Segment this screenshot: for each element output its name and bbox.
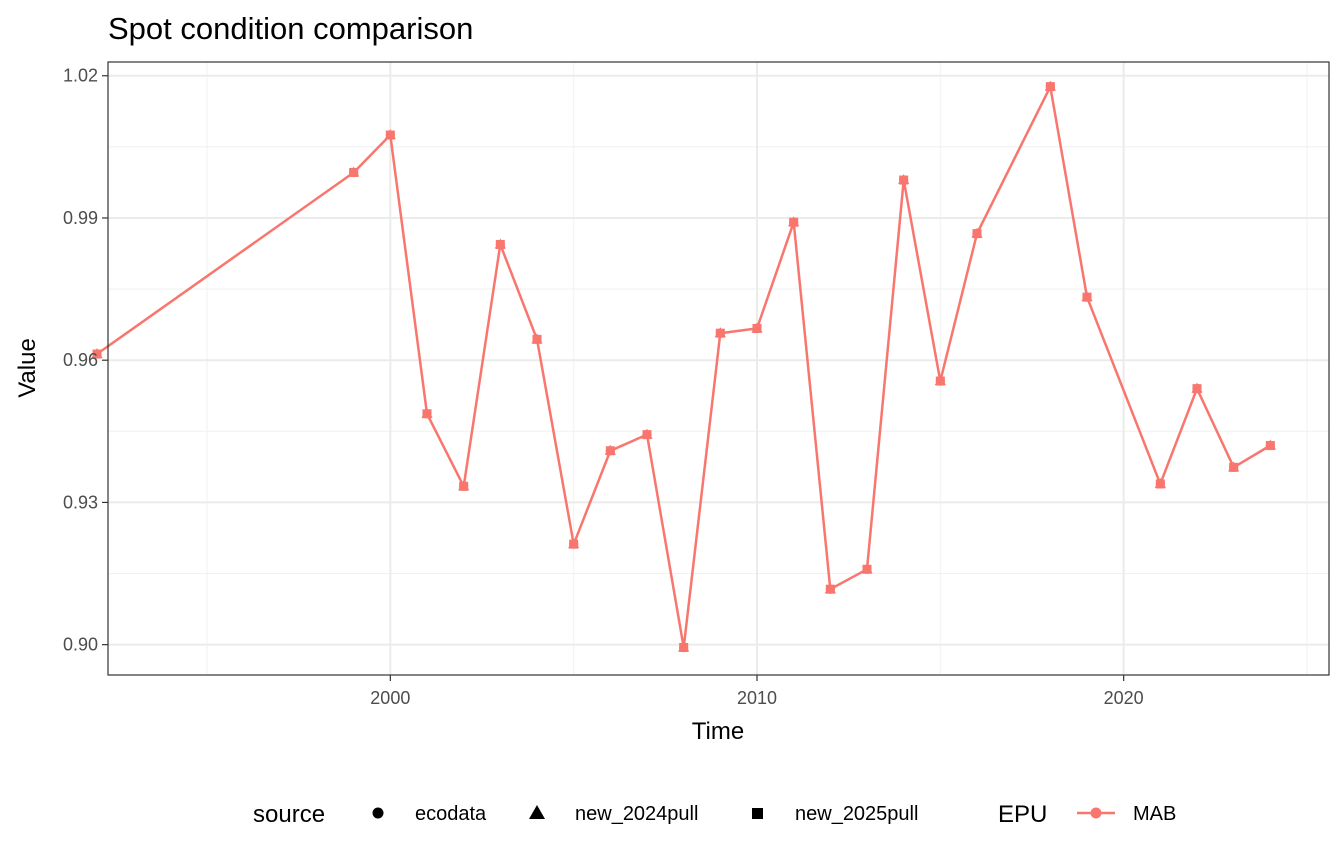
y-axis-title: Value [14,338,41,398]
data-point-new-2025pull [789,217,799,227]
data-point-new-2025pull [715,328,725,338]
data-point-new-2025pull [422,409,432,419]
y-tick-label: 0.99 [63,208,98,228]
data-point-new-2025pull [1082,292,1092,302]
x-axis-title: Time [692,718,744,745]
legend-circle-icon [372,807,384,819]
data-point-new-2025pull [1229,462,1239,472]
data-point-new-2025pull [825,584,835,594]
data-point-new-2025pull [532,334,542,344]
y-axis: 0.90 0.93 0.96 0.99 1.02 [63,66,108,655]
data-point-new-2025pull [642,430,652,440]
data-point-new-2025pull [935,376,945,386]
legend-label-mab: MAB [1133,803,1176,825]
series-layer [91,80,1276,653]
data-point-new-2025pull [495,240,505,250]
legend-label-new-2025pull: new_2025pull [795,803,918,825]
panel-border [107,61,1330,676]
data-point-new-2025pull [972,229,982,239]
legend-epu-title: EPU [998,801,1047,828]
data-point-new-2025pull [862,564,872,574]
data-point-new-2025pull [92,349,102,359]
chart-title: Spot condition comparison [108,11,473,46]
data-point-new-2025pull [1045,82,1055,92]
data-point-new-2025pull [569,539,579,549]
data-point-new-2025pull [1192,384,1202,394]
x-tick-label: 2020 [1104,688,1144,708]
data-point-new-2025pull [1265,441,1275,451]
data-point-new-2025pull [899,175,909,185]
data-point-new-2025pull [605,446,615,456]
data-point-new-2025pull [385,130,395,140]
data-point-new-2025pull [1155,479,1165,489]
legend-triangle-icon [529,805,545,819]
y-tick-label: 0.90 [63,635,98,655]
x-axis: 2000 2010 2020 [370,675,1144,708]
y-tick-label: 0.96 [63,350,98,370]
legend: source ecodata new_2024pull new_2025pull… [253,801,1176,828]
data-point-new-2025pull [679,643,689,653]
legend-label-new-2024pull: new_2024pull [575,803,698,825]
legend-epu-circle-icon [1090,807,1102,819]
legend-square-icon [752,808,763,819]
y-tick-label: 1.02 [63,66,98,86]
x-tick-label: 2010 [737,688,777,708]
grid [108,62,1329,675]
x-tick-label: 2000 [370,688,410,708]
y-tick-label: 0.93 [63,492,98,512]
data-point-new-2025pull [349,167,359,177]
data-point-new-2025pull [459,481,469,491]
legend-label-ecodata: ecodata [415,803,487,825]
data-point-new-2025pull [752,323,762,333]
legend-source-title: source [253,801,325,828]
